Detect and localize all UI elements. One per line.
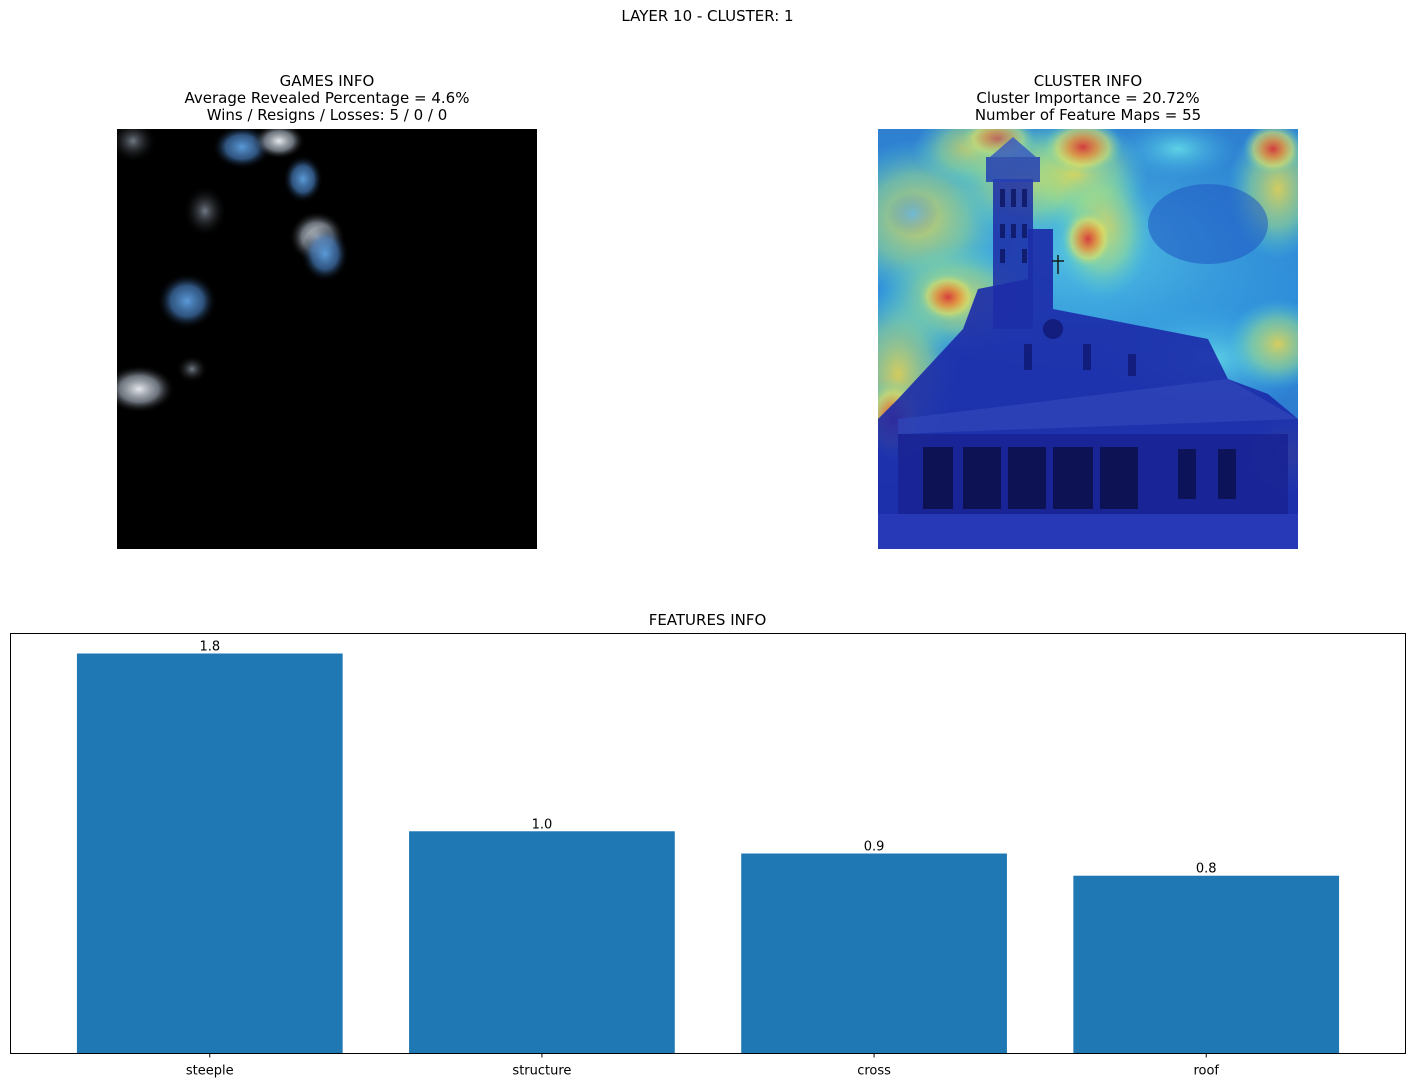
cluster-info-heading: CLUSTER INFO bbox=[1033, 72, 1143, 90]
revealed-patch bbox=[183, 185, 227, 237]
revealed-patch bbox=[157, 273, 217, 329]
revealed-patch bbox=[117, 365, 175, 413]
revealed-image bbox=[117, 129, 537, 549]
value-label-steeple: 1.8 bbox=[199, 640, 220, 655]
revealed-patch bbox=[253, 129, 305, 159]
revealed-patch bbox=[117, 129, 157, 163]
x-tick-label-structure: structure bbox=[512, 1064, 571, 1079]
bar-cross bbox=[741, 853, 1007, 1054]
features-info-title: FEATURES INFO bbox=[0, 612, 1415, 629]
bar-roof bbox=[1073, 875, 1340, 1054]
cluster-importance: Cluster Importance = 20.72% bbox=[976, 89, 1200, 107]
wins-resigns-losses: Wins / Resigns / Losses: 5 / 0 / 0 bbox=[206, 106, 448, 124]
games-info-title: GAMES INFO Average Revealed Percentage =… bbox=[117, 73, 537, 124]
bar-structure bbox=[409, 831, 675, 1054]
value-label-roof: 0.8 bbox=[1196, 862, 1217, 877]
value-labels: 1.8 1.0 0.9 0.8 bbox=[199, 640, 1216, 877]
heatmap-canvas bbox=[878, 129, 1298, 549]
x-axis-ticks: steeple structure cross roof bbox=[186, 1053, 1219, 1079]
value-label-cross: 0.9 bbox=[864, 840, 885, 855]
x-tick-label-roof: roof bbox=[1193, 1064, 1219, 1079]
revealed-patch bbox=[301, 226, 349, 282]
x-tick-label-cross: cross bbox=[857, 1064, 891, 1079]
value-label-structure: 1.0 bbox=[532, 817, 553, 832]
revealed-patch bbox=[176, 355, 208, 383]
cluster-info-title: CLUSTER INFO Cluster Importance = 20.72%… bbox=[878, 73, 1298, 124]
revealed-patch bbox=[283, 155, 323, 203]
attention-heatmap-image bbox=[878, 129, 1298, 549]
plot-frame bbox=[10, 633, 1406, 1054]
games-info-heading: GAMES INFO bbox=[279, 72, 375, 90]
number-of-feature-maps: Number of Feature Maps = 55 bbox=[974, 106, 1202, 124]
average-revealed-percentage: Average Revealed Percentage = 4.6% bbox=[184, 89, 470, 107]
bar-steeple bbox=[76, 653, 343, 1054]
x-tick-label-steeple: steeple bbox=[186, 1064, 234, 1079]
chart-title: FEATURES INFO bbox=[648, 611, 767, 629]
figure-title-text: LAYER 10 - CLUSTER: 1 bbox=[621, 7, 794, 25]
figure-title: LAYER 10 - CLUSTER: 1 bbox=[0, 8, 1415, 25]
bars bbox=[76, 653, 1340, 1054]
revealed-image-canvas bbox=[117, 129, 537, 549]
